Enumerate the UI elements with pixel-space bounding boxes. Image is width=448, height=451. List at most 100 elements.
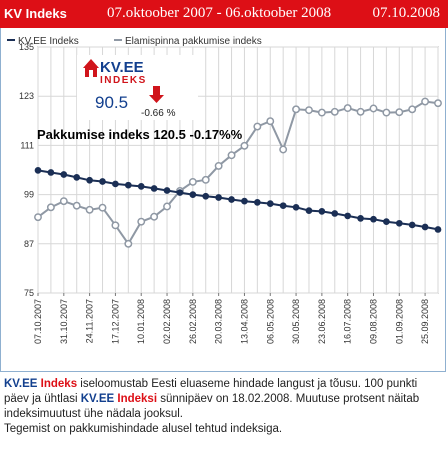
series-elamis-point xyxy=(356,107,365,116)
legend-label-kv: KV.EE Indeks xyxy=(18,36,79,47)
series-kv-point xyxy=(395,219,403,227)
series-kv-point xyxy=(266,200,274,207)
series-elamis-point xyxy=(34,213,42,222)
x-tick-label: 30.05.2008 xyxy=(291,299,301,344)
series-kv-point xyxy=(318,208,326,215)
down-arrow-icon xyxy=(149,86,164,103)
pakkumise-label: Pakkumise indeks 120.5 -0.17%% xyxy=(37,127,243,142)
series-elamis-point xyxy=(85,205,94,214)
info-box-bg xyxy=(77,55,198,120)
x-tick-label: 31.10.2007 xyxy=(59,299,69,344)
series-elamis-point xyxy=(98,203,107,212)
x-axis: 07.10.2007 31.10.2007 24.11.2007 17.12.2007… xyxy=(33,293,430,344)
x-tick-label: 20.03.2008 xyxy=(214,299,224,344)
legend-label-elamis: Elamispinna pakkumise indeks xyxy=(125,36,262,47)
y-tick-label: 75 xyxy=(24,288,34,298)
brand-indeksi: Indeksi xyxy=(117,393,158,405)
x-tick-label: 01.09.2008 xyxy=(394,299,404,344)
series-kv-point xyxy=(344,212,352,220)
series-kv-point xyxy=(176,189,184,196)
series-kv-point xyxy=(99,178,106,185)
series-kv-point xyxy=(202,192,210,200)
x-tick-label: 26.02.2008 xyxy=(188,299,198,344)
series-elamis-point xyxy=(266,117,275,126)
series-kv-point xyxy=(370,215,377,223)
y-tick-label: 123 xyxy=(19,91,34,101)
series-kv-point xyxy=(60,171,68,178)
series-elamis-point xyxy=(46,203,55,212)
series-elamis-point xyxy=(382,108,391,117)
x-tick-label: 24.11.2007 xyxy=(85,299,95,343)
kv-info-box: KV.EE INDEKS 90.5 -0.66 % xyxy=(77,55,198,120)
house-icon xyxy=(83,59,99,77)
series-elamis-point xyxy=(395,108,404,117)
series-elamis-point xyxy=(227,151,236,160)
x-tick-label: 10.01.2008 xyxy=(136,299,146,344)
y-axis: 75 87 99 111 123 135 xyxy=(19,42,34,298)
series-elamis-point xyxy=(292,105,301,114)
series-elamis-point xyxy=(279,145,288,154)
series-elamis-line xyxy=(37,100,439,246)
series-elamis-point xyxy=(59,197,68,206)
logo-text-top: KV.EE xyxy=(100,59,144,76)
series-kv-point xyxy=(434,226,442,233)
index-chart: 75 87 99 111 123 135 07.10.2007 31.10.2007 24.1… xyxy=(7,36,442,344)
series-kv-point xyxy=(112,180,119,188)
x-tick-label: 07.10.2007 xyxy=(33,299,43,344)
series-elamis-point xyxy=(150,212,159,221)
footer-text-1: iseloomustab Eesti eluaseme hindade lang… xyxy=(4,378,418,405)
series-kv-point xyxy=(34,167,42,174)
x-tick-label: 09.08.2008 xyxy=(368,299,378,344)
footer-paragraph-2: Tegemist on pakkumishindade alusel tehtu… xyxy=(4,423,283,435)
x-tick-label: 25.09.2008 xyxy=(420,299,430,344)
brand-kv: KV.EE xyxy=(4,378,38,390)
y-tick-label: 99 xyxy=(24,190,34,200)
legend: KV.EE Indeks Elamispinna pakkumise indek… xyxy=(7,36,262,47)
series-elamis-point xyxy=(305,106,313,115)
series-elamis-point xyxy=(214,161,223,170)
series-kv-point xyxy=(331,210,339,217)
series-elamis-point xyxy=(408,105,417,114)
series-kv-point xyxy=(73,174,81,181)
series-elamis-point xyxy=(137,217,146,226)
series-lines xyxy=(34,97,442,248)
series-kv-point xyxy=(241,197,248,205)
y-tick-label: 87 xyxy=(24,239,34,249)
series-kv-point xyxy=(189,191,197,198)
footer-text: KV.EE Indeks iseloomustab Eesti eluaseme… xyxy=(4,377,444,437)
series-kv-point xyxy=(279,202,287,210)
series-kv-point xyxy=(47,169,55,176)
series-kv-point xyxy=(305,207,313,214)
series-elamis-point xyxy=(163,202,171,211)
chart-frame: 75 87 99 111 123 135 07.10.2007 31.10.2007 24.1… xyxy=(0,28,446,372)
series-kv-point xyxy=(228,196,235,203)
brand-indeks: Indeks xyxy=(40,378,78,390)
series-kv-point xyxy=(292,203,300,211)
series-elamis-point xyxy=(188,177,197,186)
x-tick-label: 13.04.2008 xyxy=(239,299,249,344)
kv-index-change: -0.66 % xyxy=(141,108,176,119)
x-tick-label: 23.06.2008 xyxy=(317,299,327,344)
brand-kv-2: KV.EE xyxy=(80,393,115,405)
x-tick-label: 17.12.2007 xyxy=(110,299,120,344)
series-elamis-point xyxy=(253,122,262,131)
series-elamis-point xyxy=(421,97,430,106)
series-elamis-point xyxy=(72,201,81,210)
y-tick-label: 111 xyxy=(20,140,34,150)
footer-paragraph-1: KV.EE Indeks iseloomustab Eesti eluaseme… xyxy=(4,377,444,422)
series-elamis-point xyxy=(317,108,326,117)
series-elamis-point xyxy=(343,104,352,113)
header-title: KV Indeks xyxy=(4,6,67,21)
series-elamis-point xyxy=(369,104,378,113)
series-kv-point xyxy=(86,176,93,184)
series-kv-point xyxy=(254,199,261,206)
series-kv-point xyxy=(137,183,145,190)
series-elamis-point xyxy=(124,239,133,248)
series-kv-point xyxy=(124,181,132,189)
series-kv-point xyxy=(163,187,171,194)
series-elamis-point xyxy=(240,141,249,150)
series-kv-point xyxy=(357,215,364,222)
x-tick-label: 02.02.2008 xyxy=(162,299,172,344)
series-kv-point xyxy=(408,221,416,229)
header-bar: KV Indeks 07.oktoober 2007 - 06.oktoober… xyxy=(0,0,448,28)
